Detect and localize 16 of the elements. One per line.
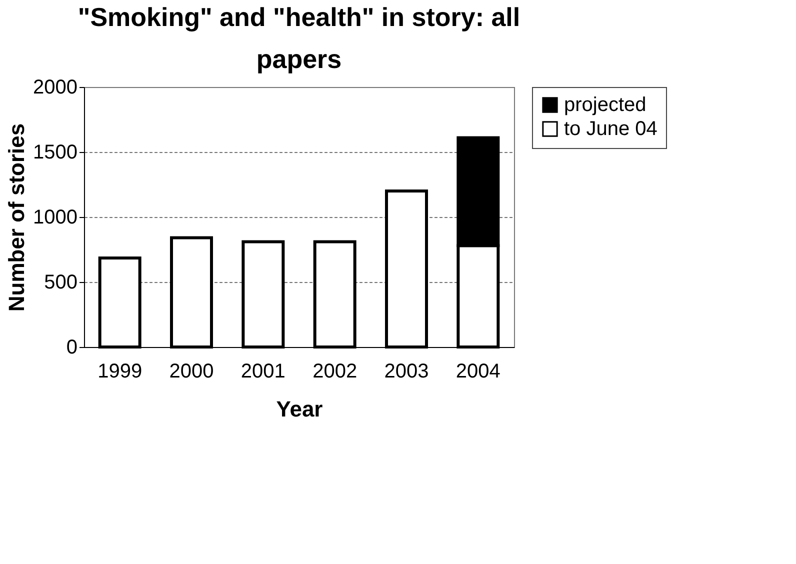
x-tick-label: 2002 [312,360,358,382]
y-tick-label: 1000 [33,206,78,228]
x-tick-label: 2004 [456,360,500,382]
y-tick-label: 2000 [33,76,78,98]
x-tick-label: 2000 [169,360,214,382]
legend-label: projected [564,94,646,116]
y-axis-title: Number of stories [4,123,30,312]
x-tick-label: 2001 [240,360,286,382]
chart-title: "Smoking" and "health" in story: all papers [78,2,520,74]
y-tick-label: 0 [66,336,78,358]
x-axis-title: Year [276,396,324,422]
y-tick-label: 1500 [33,142,78,164]
legend-label: to June 04 [564,118,658,140]
x-tick-label: 2003 [384,360,429,382]
y-tick-label: 500 [44,272,78,294]
x-tick-label: 1999 [98,360,142,382]
